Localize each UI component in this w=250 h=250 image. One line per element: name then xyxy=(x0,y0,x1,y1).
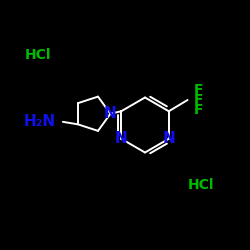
Text: H₂N: H₂N xyxy=(23,114,55,129)
Text: N: N xyxy=(115,131,128,146)
Text: F: F xyxy=(194,93,203,107)
Text: F: F xyxy=(194,84,203,98)
Text: HCl: HCl xyxy=(25,48,52,62)
Text: HCl: HCl xyxy=(188,178,214,192)
Text: N: N xyxy=(162,131,175,146)
Text: N: N xyxy=(104,106,117,121)
Text: F: F xyxy=(194,102,203,117)
